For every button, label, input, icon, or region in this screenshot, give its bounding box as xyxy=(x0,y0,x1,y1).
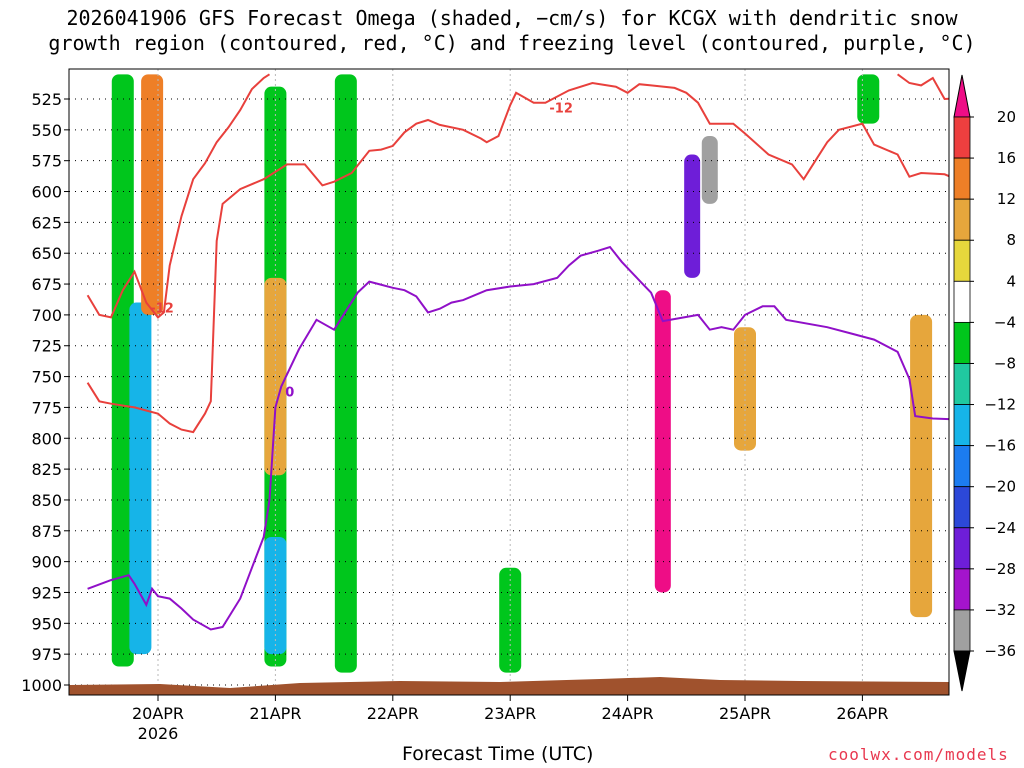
omega-shading xyxy=(111,74,933,673)
colorbar-swatch-1 xyxy=(953,157,971,200)
grid-lines xyxy=(69,69,949,695)
x-tick-label-22APR: 22APR xyxy=(367,704,419,723)
colorbar-label-7: −12 xyxy=(984,396,1016,414)
x-tick-label-24APR: 24APR xyxy=(602,704,654,723)
contour-label-1: -12 xyxy=(150,302,174,317)
contour-line-2 xyxy=(86,81,949,434)
colorbar-label-4: 4 xyxy=(1006,272,1016,290)
colorbar-label-5: −4 xyxy=(994,313,1016,331)
y-tick-label-875: 875 xyxy=(31,522,62,541)
terrain-layer xyxy=(69,677,949,695)
y-tick-label-675: 675 xyxy=(31,275,62,294)
x-tick-label-25APR: 25APR xyxy=(719,704,771,723)
x-axis-label: Forecast Time (UTC) xyxy=(402,743,594,765)
y-tick-label-825: 825 xyxy=(31,460,62,479)
y-tick-label-650: 650 xyxy=(31,244,62,263)
contour-label-0: 0 xyxy=(285,385,294,400)
colorbar-cap-top xyxy=(953,74,971,118)
colorbar-cap-bottom xyxy=(953,650,971,692)
colorbar-label-3: 8 xyxy=(1006,231,1016,249)
y-tick-label-550: 550 xyxy=(31,121,62,140)
y-tick-label-775: 775 xyxy=(31,398,62,417)
y-tick-label-1000: 1000 xyxy=(21,676,62,695)
omega-region-11 xyxy=(734,327,756,451)
colorbar-swatch-4 xyxy=(953,280,971,323)
y-tick-label-975: 975 xyxy=(31,645,62,664)
colorbar-swatch-6 xyxy=(953,363,971,405)
x-tick-label-23APR: 23APR xyxy=(484,704,536,723)
colorbar-label-1: 16 xyxy=(997,149,1016,167)
colorbar-swatch-9 xyxy=(953,486,971,529)
colorbar-label-10: −24 xyxy=(984,519,1016,537)
x-tick-label-26APR: 26APR xyxy=(836,704,888,723)
y-tick-label-525: 525 xyxy=(31,90,62,109)
colorbar-label-2: 12 xyxy=(997,190,1016,208)
y-tick-label-725: 725 xyxy=(31,337,62,356)
colorbar-swatch-12 xyxy=(953,609,971,652)
y-tick-label-800: 800 xyxy=(31,429,62,448)
omega-region-8 xyxy=(654,290,671,593)
contour-label-2: -12 xyxy=(549,102,573,117)
contour-line-0 xyxy=(87,245,949,631)
y-tick-label-950: 950 xyxy=(31,614,62,633)
colorbar-swatch-2 xyxy=(953,198,971,241)
x-tick-label-20APR: 20APR xyxy=(132,704,184,723)
omega-region-9 xyxy=(701,136,718,204)
colorbar-label-12: −32 xyxy=(984,601,1016,619)
y-tick-label-850: 850 xyxy=(31,491,62,510)
y-tick-label-600: 600 xyxy=(31,183,62,202)
y-axis: 525 550 575 600 625 650 675 700 725 750 775 800 825 8… xyxy=(21,90,69,695)
colorbar: 20 16 12 8 4 −4 −8 −12 −16 −20 −24 −28 −32 −36 xyxy=(953,74,1016,692)
colorbar-label-6: −8 xyxy=(994,354,1016,372)
omega-region-12 xyxy=(857,74,880,124)
y-tick-label-625: 625 xyxy=(31,213,62,232)
omega-region-6 xyxy=(334,74,357,673)
terrain-surface xyxy=(69,677,949,695)
colorbar-swatch-3 xyxy=(953,239,971,282)
y-tick-label-700: 700 xyxy=(31,306,62,325)
plot-frame xyxy=(68,68,950,696)
y-tick-label-900: 900 xyxy=(31,553,62,572)
x-tick-sublabel: 2026 xyxy=(138,724,179,743)
contour-lines: 0 -12 -12 xyxy=(86,73,949,631)
colorbar-label-13: −36 xyxy=(984,642,1016,660)
contour-line-1 xyxy=(86,73,271,319)
y-tick-label-575: 575 xyxy=(31,152,62,171)
y-tick-label-925: 925 xyxy=(31,583,62,602)
omega-region-5 xyxy=(264,277,287,476)
colorbar-swatch-10 xyxy=(953,527,971,570)
colorbar-swatch-5 xyxy=(953,321,971,364)
omega-region-2 xyxy=(141,74,164,315)
omega-region-10 xyxy=(684,154,701,278)
omega-region-1 xyxy=(129,302,152,655)
x-tick-label-21APR: 21APR xyxy=(249,704,301,723)
colorbar-label-9: −20 xyxy=(984,478,1016,496)
colorbar-label-8: −16 xyxy=(984,437,1016,455)
colorbar-swatch-0 xyxy=(953,116,971,159)
colorbar-swatch-8 xyxy=(953,445,971,488)
colorbar-swatch-11 xyxy=(953,568,971,611)
colorbar-swatch-7 xyxy=(953,404,971,447)
colorbar-label-11: −28 xyxy=(984,560,1016,578)
y-tick-label-750: 750 xyxy=(31,368,62,387)
chart-title-line1: 2026041906 GFS Forecast Omega (shaded, −… xyxy=(66,6,958,30)
colorbar-label-0: 20 xyxy=(997,108,1016,126)
omega-region-13 xyxy=(910,314,933,618)
credit-text: coolwx.com/models xyxy=(828,745,1009,764)
chart-title-line2: growth region (contoured, red, °C) and f… xyxy=(48,31,976,55)
